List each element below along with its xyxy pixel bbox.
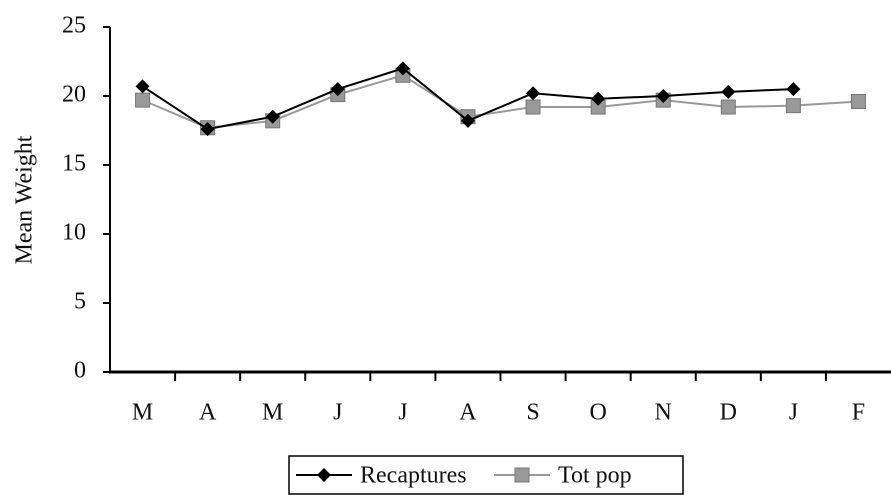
x-tick-label: D [720,400,737,426]
point [330,82,345,97]
point [591,91,606,106]
legend-label: Tot pop [558,463,632,489]
legend-label: Recaptures [360,463,467,489]
y-tick-label: 0 [74,358,86,384]
point [395,61,410,76]
point [135,92,151,108]
point [526,86,541,101]
point [135,79,150,94]
x-tick-label: J [789,400,798,426]
point [460,113,475,128]
x-tick-label: J [398,400,407,426]
series-line [142,74,859,129]
x-tick-label: J [333,400,342,426]
point [265,109,280,124]
legend-marker [317,468,331,482]
x-tick-label: M [262,400,283,426]
point [721,84,736,99]
point [656,89,671,103]
y-tick-label: 25 [62,13,86,39]
point [720,99,736,115]
y-tick-label: 15 [62,151,86,177]
legend-marker [514,467,530,483]
y-tick-label: 5 [74,289,86,315]
y-axis-label: Mean Weight [12,135,38,264]
y-tick-label: 20 [62,82,86,108]
point [850,94,866,110]
x-tick-label: A [199,400,217,426]
point [200,122,215,137]
x-tick-label: N [655,400,672,426]
point [786,82,801,97]
point [785,98,801,114]
y-tick-label: 10 [62,220,86,246]
x-tick-label: A [459,400,477,426]
point [525,99,541,115]
legend-box [288,455,684,495]
x-tick-label: F [852,400,865,426]
x-tick-label: M [132,400,153,426]
x-tick-label: S [526,400,539,426]
x-tick-label: O [589,400,606,426]
